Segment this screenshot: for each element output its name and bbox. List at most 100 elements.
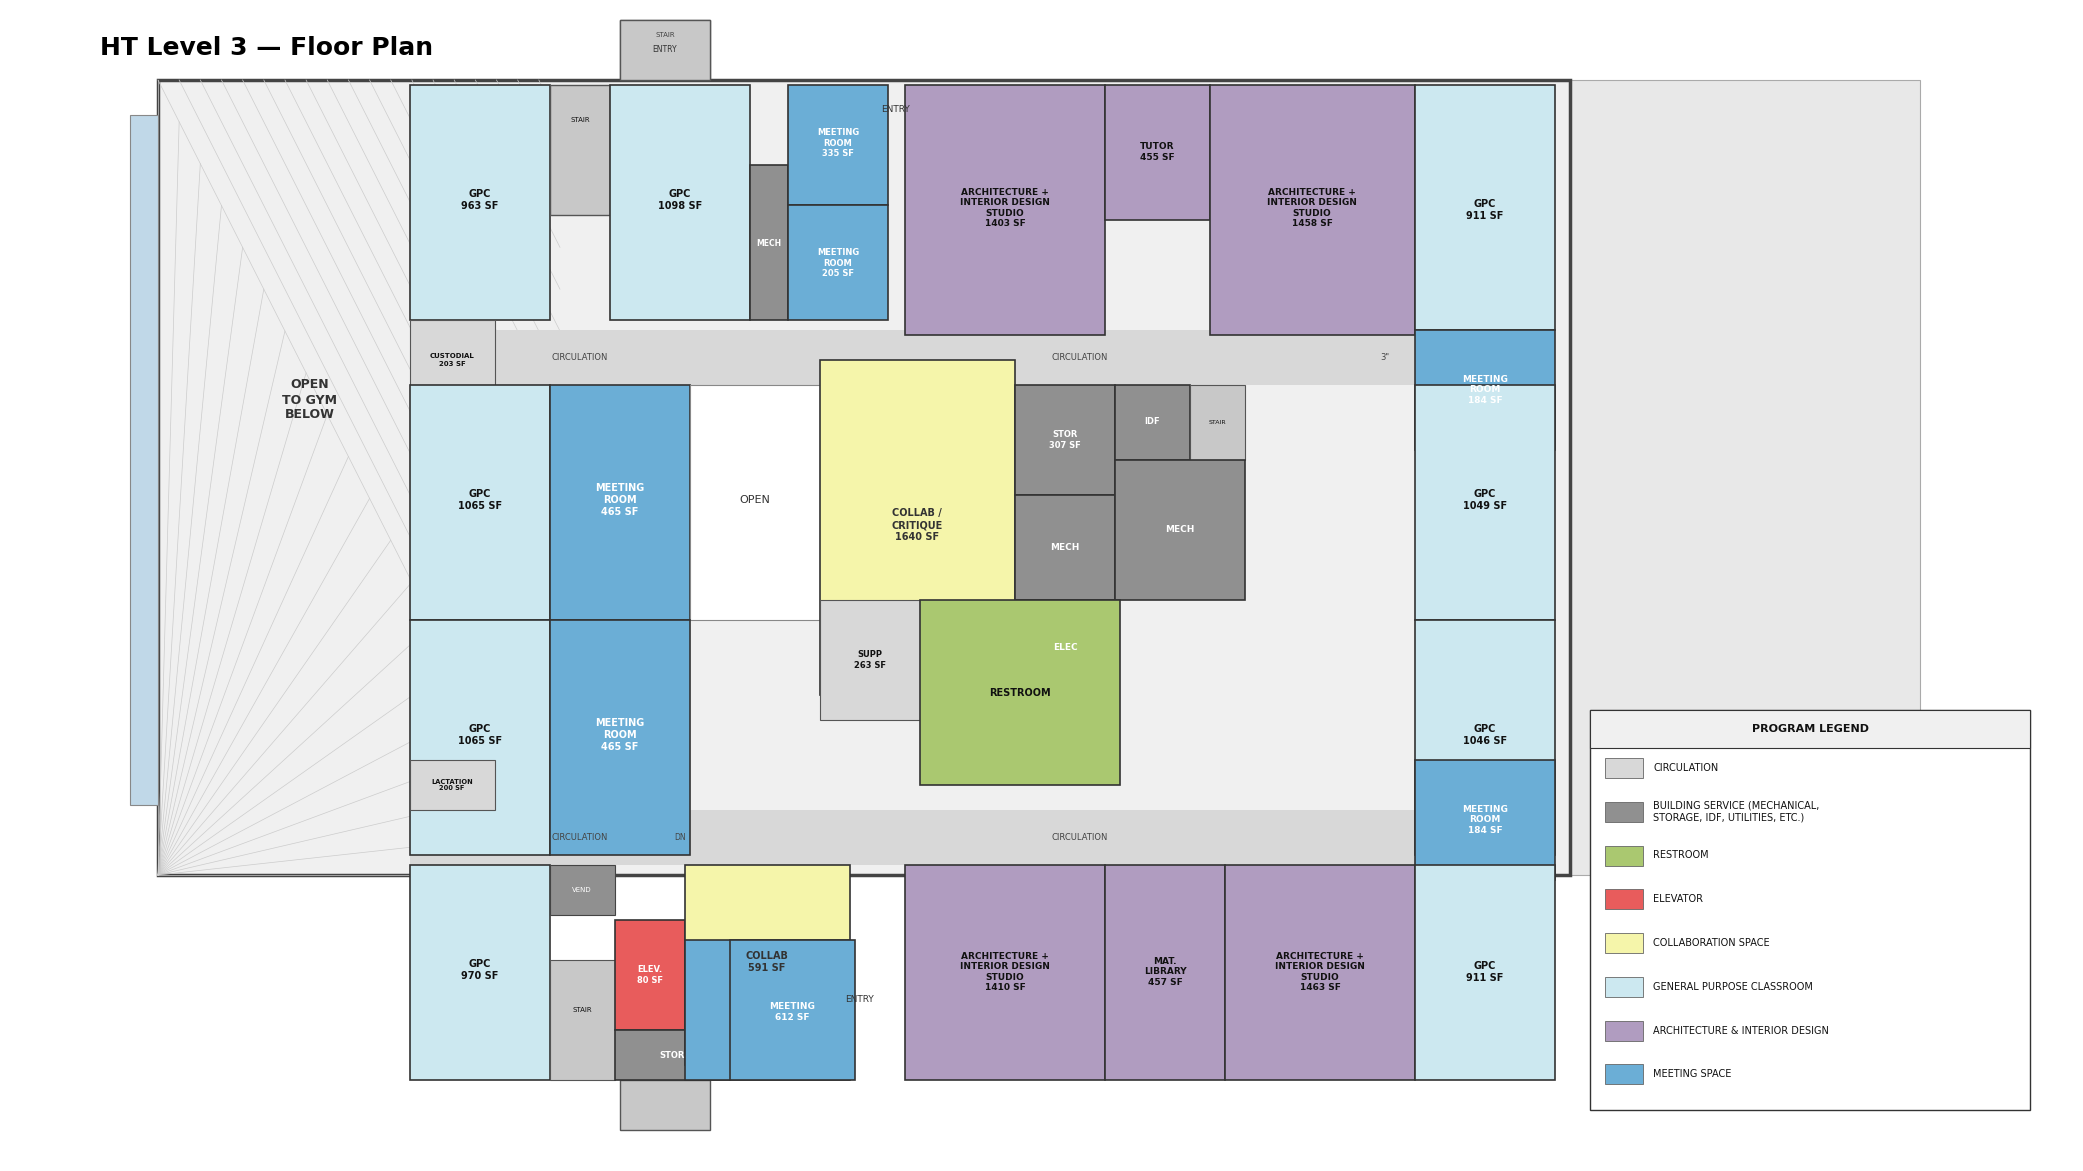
Text: HT Level 3 — Floor Plan: HT Level 3 — Floor Plan <box>100 36 433 60</box>
Text: STOR
307 SF: STOR 307 SF <box>1050 430 1081 450</box>
Bar <box>750 165 787 320</box>
Bar <box>904 85 1104 335</box>
Bar <box>1606 933 1643 953</box>
Text: ENTRY: ENTRY <box>881 105 910 115</box>
Text: MAT.
LIBRARY
457 SF: MAT. LIBRARY 457 SF <box>1144 957 1187 987</box>
Text: ARCHITECTURE +
INTERIOR DESIGN
STUDIO
1458 SF: ARCHITECTURE + INTERIOR DESIGN STUDIO 14… <box>1266 187 1356 228</box>
Text: MECH: MECH <box>756 239 781 247</box>
Text: STAIR: STAIR <box>573 1007 592 1013</box>
Bar <box>821 359 1014 696</box>
Bar <box>1414 760 1556 879</box>
Bar <box>821 600 921 720</box>
Bar <box>410 865 550 1080</box>
Text: MEETING
612 SF: MEETING 612 SF <box>769 1002 814 1022</box>
Text: MEETING
ROOM
465 SF: MEETING ROOM 465 SF <box>596 718 644 752</box>
Bar <box>1114 460 1246 600</box>
Bar <box>685 865 850 1064</box>
Text: IDF: IDF <box>1144 418 1160 426</box>
Bar <box>1606 889 1643 909</box>
Text: ARCHITECTURE +
INTERIOR DESIGN
STUDIO
1410 SF: ARCHITECTURE + INTERIOR DESIGN STUDIO 14… <box>960 952 1050 992</box>
Bar <box>1014 495 1114 600</box>
Bar <box>1606 977 1643 997</box>
Bar <box>1225 865 1414 1080</box>
Text: GPC
911 SF: GPC 911 SF <box>1466 199 1504 221</box>
Text: GPC
911 SF: GPC 911 SF <box>1466 961 1504 982</box>
Bar <box>689 385 821 619</box>
Text: COLLAB
591 SF: COLLAB 591 SF <box>746 951 789 973</box>
Text: BUILDING SERVICE (MECHANICAL,
STORAGE, IDF, UTILITIES, ETC.): BUILDING SERVICE (MECHANICAL, STORAGE, I… <box>1654 801 1818 822</box>
Bar <box>1414 385 1556 619</box>
Bar <box>410 619 550 855</box>
Text: GPC
963 SF: GPC 963 SF <box>460 190 498 211</box>
Bar <box>1606 758 1643 778</box>
Text: STOR: STOR <box>660 1050 685 1060</box>
Bar <box>550 385 689 619</box>
Bar <box>1414 865 1556 1080</box>
Text: COLLABORATION SPACE: COLLABORATION SPACE <box>1654 938 1771 949</box>
Bar <box>410 85 550 320</box>
Bar <box>1606 1020 1643 1041</box>
Bar <box>1606 1064 1643 1084</box>
Text: OPEN: OPEN <box>739 495 771 505</box>
Bar <box>1606 845 1643 865</box>
Bar <box>550 85 610 215</box>
Text: VEND: VEND <box>573 886 592 893</box>
Bar <box>921 600 1121 785</box>
Bar <box>787 85 887 205</box>
Bar <box>787 205 887 320</box>
Text: GPC
1049 SF: GPC 1049 SF <box>1462 489 1508 511</box>
Text: ENTRY: ENTRY <box>846 995 875 1005</box>
Bar <box>410 810 1556 865</box>
Text: ENTRY: ENTRY <box>652 46 677 55</box>
Text: CIRCULATION: CIRCULATION <box>1052 352 1108 362</box>
Text: ELEC: ELEC <box>1052 643 1077 651</box>
Text: CUSTODIAL
203 SF: CUSTODIAL 203 SF <box>429 354 475 367</box>
Text: TUTOR
455 SF: TUTOR 455 SF <box>1139 143 1175 162</box>
Text: ELEV.
80 SF: ELEV. 80 SF <box>637 965 662 985</box>
Text: CIRCULATION: CIRCULATION <box>552 833 608 842</box>
Text: STAIR: STAIR <box>571 117 589 123</box>
Bar <box>550 865 614 915</box>
Text: GPC
1098 SF: GPC 1098 SF <box>658 190 702 211</box>
Bar <box>614 920 685 1030</box>
Bar <box>614 1030 729 1080</box>
Text: SUPP
263 SF: SUPP 263 SF <box>854 650 885 670</box>
Text: STAIR: STAIR <box>1208 419 1225 425</box>
Text: GPC
1046 SF: GPC 1046 SF <box>1462 724 1508 746</box>
Bar <box>410 320 496 400</box>
Text: MEETING
ROOM
184 SF: MEETING ROOM 184 SF <box>1462 375 1508 405</box>
Text: ARCHITECTURE +
INTERIOR DESIGN
STUDIO
1403 SF: ARCHITECTURE + INTERIOR DESIGN STUDIO 14… <box>960 187 1050 228</box>
Text: MEETING
ROOM
184 SF: MEETING ROOM 184 SF <box>1462 806 1508 835</box>
Text: STAIR: STAIR <box>656 32 675 37</box>
Bar <box>1589 710 2031 1110</box>
Bar <box>410 760 496 810</box>
Text: GPC
1065 SF: GPC 1065 SF <box>458 489 502 511</box>
Bar <box>1606 802 1643 822</box>
Bar <box>1104 865 1225 1080</box>
Text: CIRCULATION: CIRCULATION <box>552 352 608 362</box>
Text: MEETING
ROOM
335 SF: MEETING ROOM 335 SF <box>817 128 858 158</box>
Bar <box>410 330 1556 385</box>
Text: GENERAL PURPOSE CLASSROOM: GENERAL PURPOSE CLASSROOM <box>1654 981 1812 992</box>
Text: 3": 3" <box>1381 352 1389 362</box>
Bar <box>621 1080 710 1130</box>
Bar <box>550 619 689 855</box>
Text: GPC
1065 SF: GPC 1065 SF <box>458 724 502 746</box>
Bar <box>1571 80 1921 875</box>
Bar <box>729 940 854 1080</box>
Bar <box>550 960 614 1080</box>
Text: RESTROOM: RESTROOM <box>1654 850 1708 861</box>
Text: ARCHITECTURE +
INTERIOR DESIGN
STUDIO
1463 SF: ARCHITECTURE + INTERIOR DESIGN STUDIO 14… <box>1275 952 1364 992</box>
Bar <box>1414 330 1556 450</box>
Bar <box>621 20 710 80</box>
Text: COLLAB /
CRITIQUE
1640 SF: COLLAB / CRITIQUE 1640 SF <box>892 508 944 542</box>
Bar <box>904 865 1104 1080</box>
Bar <box>410 385 550 619</box>
Text: MEETING
ROOM
205 SF: MEETING ROOM 205 SF <box>817 248 858 278</box>
Bar <box>1414 85 1556 330</box>
Bar <box>1589 710 2031 748</box>
Bar <box>158 80 1571 875</box>
Text: ARCHITECTURE & INTERIOR DESIGN: ARCHITECTURE & INTERIOR DESIGN <box>1654 1026 1829 1035</box>
Bar <box>129 115 158 804</box>
Text: GPC
970 SF: GPC 970 SF <box>460 959 498 981</box>
